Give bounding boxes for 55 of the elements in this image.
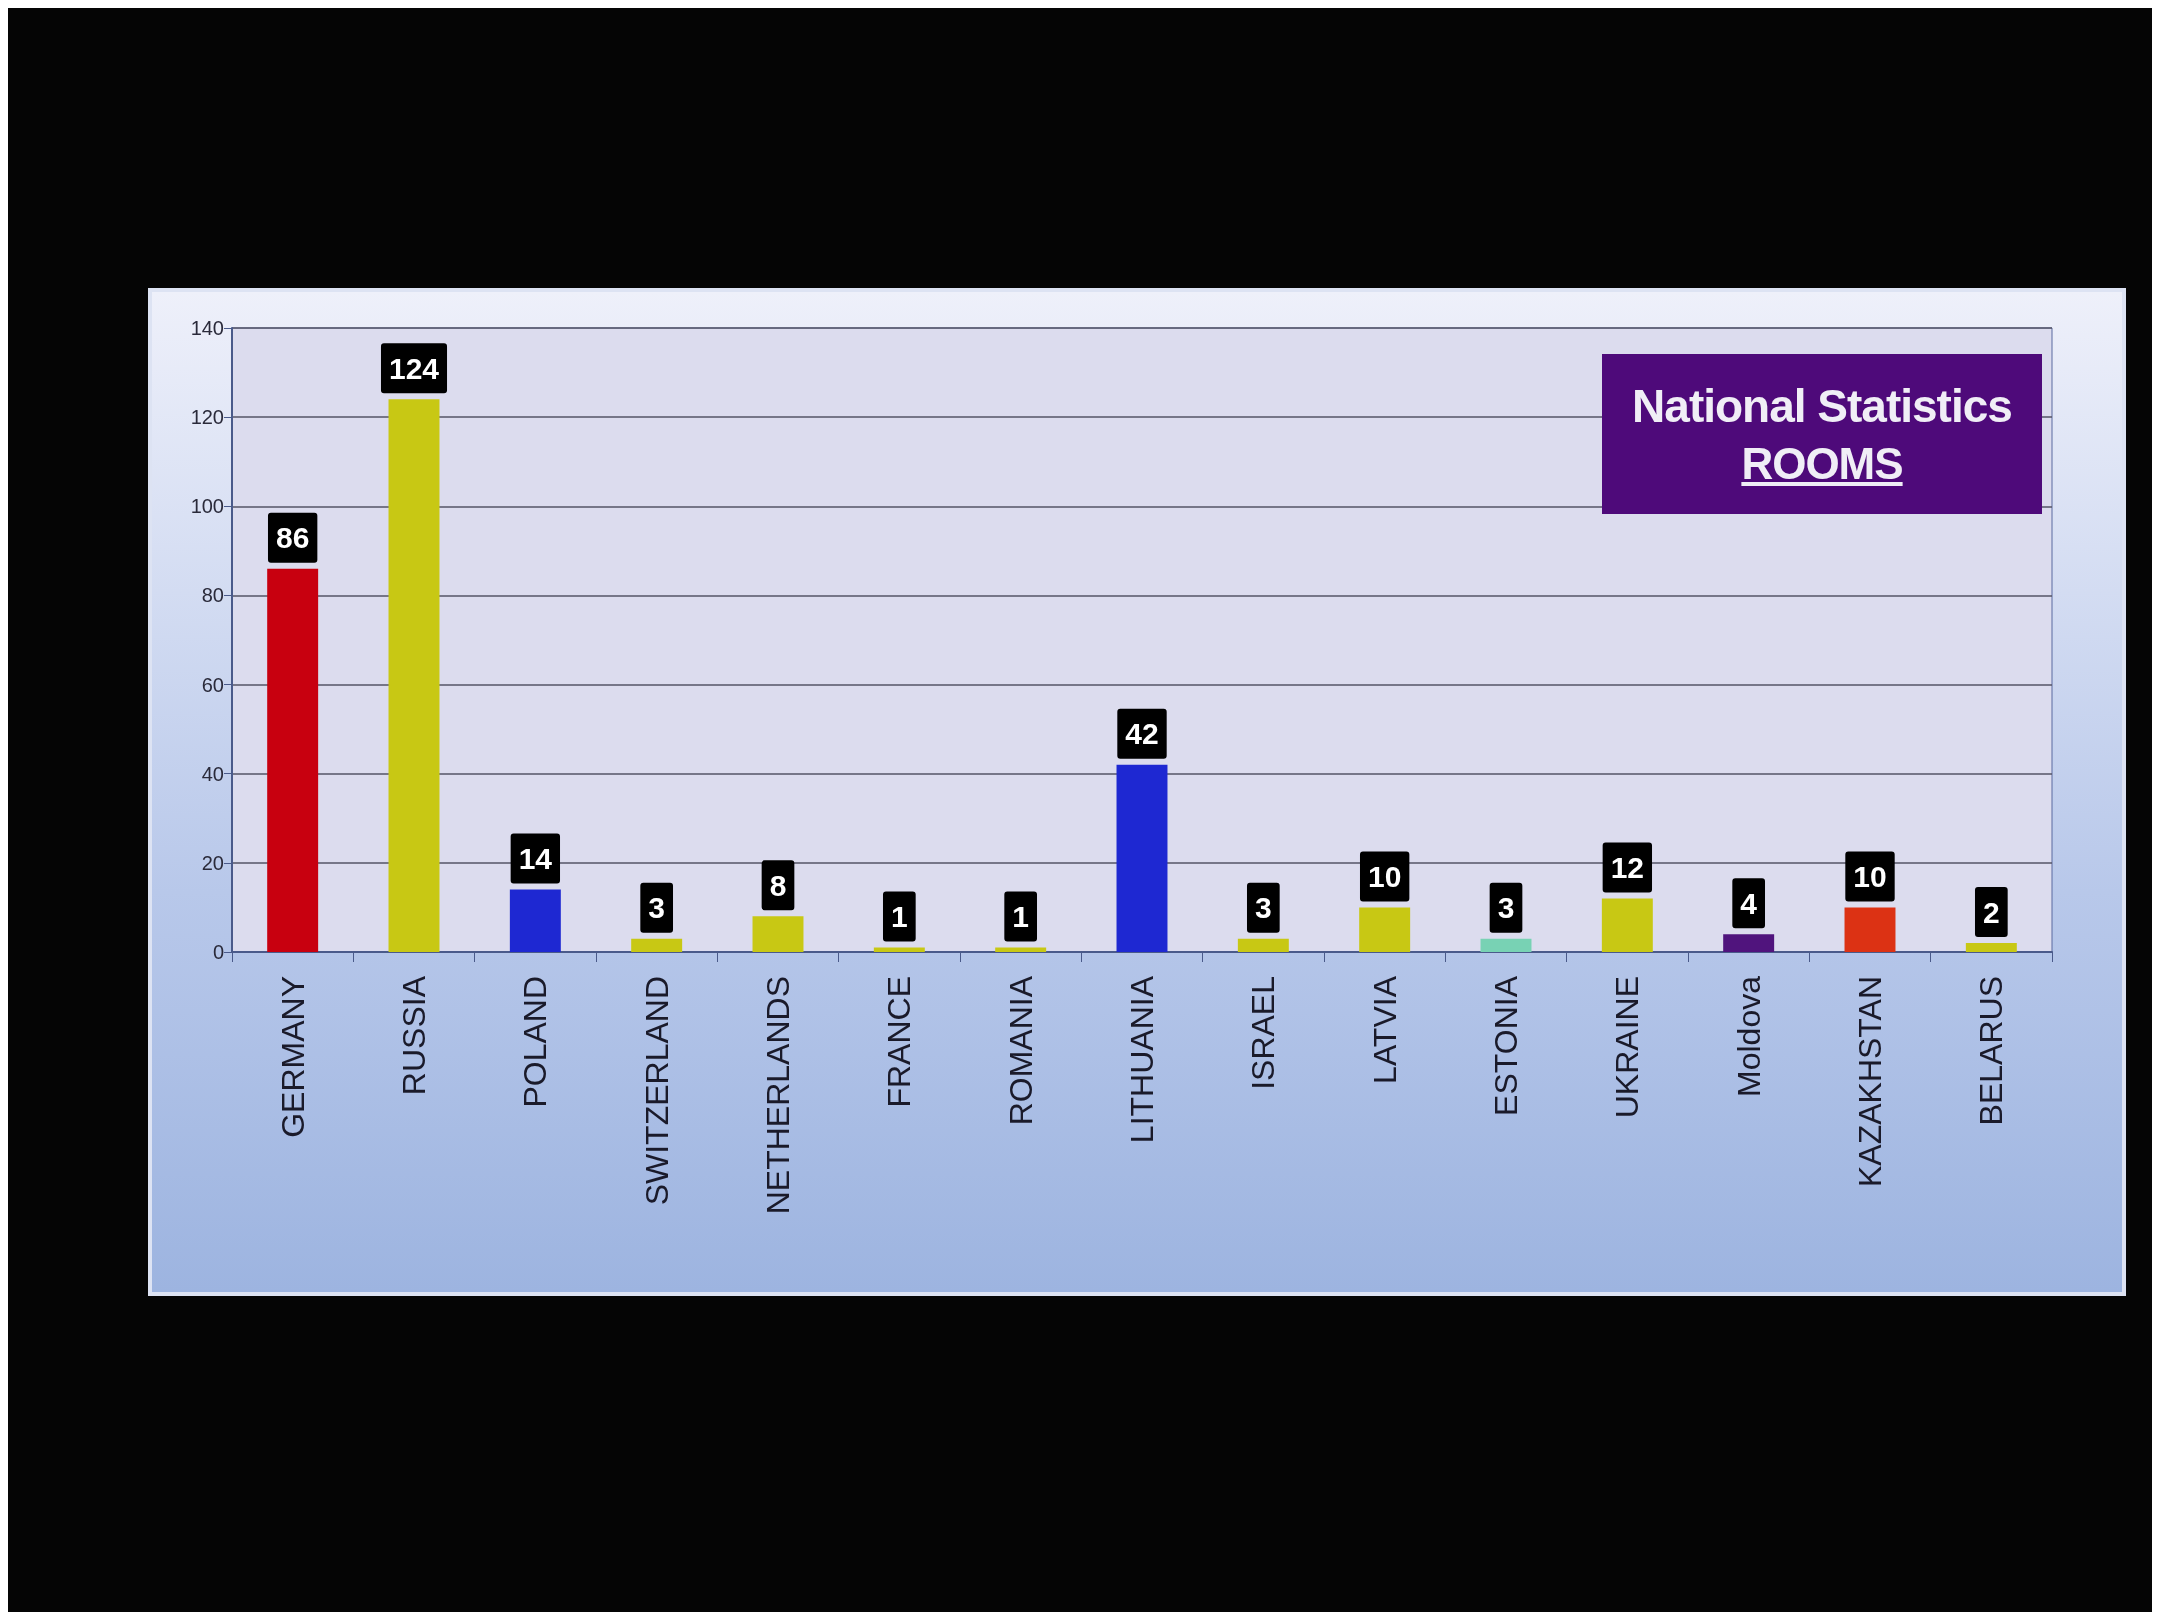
y-tick-label: 40 bbox=[201, 762, 224, 785]
x-tick-label: RUSSIA bbox=[396, 975, 432, 1096]
y-tick-label: 60 bbox=[201, 673, 224, 696]
x-tick-label: KAZAKHSTAN bbox=[1852, 976, 1888, 1187]
y-tick-label: 140 bbox=[190, 317, 224, 339]
bar bbox=[1359, 907, 1411, 952]
x-tick-label: POLAND bbox=[517, 976, 554, 1108]
x-tick-label: UKRAINE bbox=[1609, 976, 1646, 1119]
x-tick-label: ESTONIA bbox=[1488, 975, 1524, 1116]
x-tick-label: NETHERLANDS bbox=[760, 976, 796, 1215]
bar bbox=[631, 938, 683, 952]
text: ROOMS bbox=[1741, 439, 1903, 489]
data-label: 42 bbox=[1125, 717, 1159, 751]
bar bbox=[1237, 938, 1289, 952]
data-label: 12 bbox=[1610, 851, 1645, 885]
x-tick-label: LATVIA bbox=[1366, 975, 1403, 1084]
bar bbox=[388, 399, 440, 952]
data-label: 3 bbox=[1497, 891, 1515, 925]
x-tick-label: ISRAEL bbox=[1245, 976, 1282, 1090]
data-label: 1 bbox=[890, 900, 908, 934]
bar bbox=[873, 947, 925, 952]
x-tick-label: SWITZERLAND bbox=[638, 976, 675, 1206]
data-label: 124 bbox=[388, 351, 440, 385]
data-label: 1 bbox=[1012, 900, 1030, 934]
y-tick-label: 120 bbox=[190, 406, 224, 429]
bar bbox=[1723, 934, 1775, 952]
data-label: 86 bbox=[275, 521, 310, 555]
bar bbox=[1480, 938, 1532, 952]
data-label: 10 bbox=[1853, 859, 1887, 893]
x-tick-label: LITHUANIA bbox=[1124, 975, 1160, 1144]
x-tick-label: ROMANIA bbox=[1002, 975, 1039, 1126]
x-tick-label: Moldova bbox=[1730, 975, 1767, 1097]
bar bbox=[1965, 943, 2017, 952]
y-tick-label: 100 bbox=[190, 495, 224, 518]
bar bbox=[267, 568, 319, 952]
x-tick-label: BELARUS bbox=[1973, 976, 2010, 1126]
data-label: 2 bbox=[1982, 895, 2000, 929]
x-tick-label: FRANCE bbox=[881, 976, 918, 1108]
y-tick-label: 80 bbox=[201, 584, 224, 607]
data-label: 8 bbox=[769, 868, 787, 902]
bar bbox=[1844, 907, 1896, 952]
bar bbox=[1601, 898, 1653, 952]
data-label: 4 bbox=[1740, 886, 1758, 920]
bar bbox=[509, 889, 561, 952]
data-label: 10 bbox=[1367, 859, 1402, 893]
data-label: 14 bbox=[518, 842, 553, 876]
bar bbox=[752, 916, 804, 952]
y-tick-label: 0 bbox=[212, 941, 224, 963]
bar bbox=[995, 947, 1047, 952]
text: National Statistics bbox=[1632, 379, 2012, 433]
bar bbox=[1116, 764, 1168, 952]
x-tick-label: GERMANY bbox=[274, 976, 311, 1138]
y-tick-label: 20 bbox=[201, 851, 224, 874]
data-label: 3 bbox=[1254, 891, 1272, 925]
data-label: 3 bbox=[648, 891, 666, 925]
